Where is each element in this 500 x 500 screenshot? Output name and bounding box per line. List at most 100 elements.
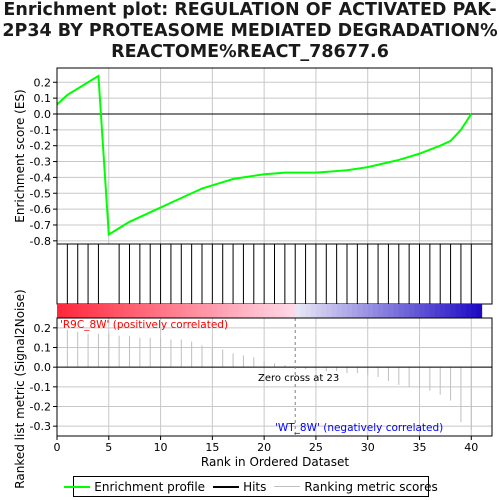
rank-gradient-cell — [264, 304, 270, 318]
rank-gradient-cell — [248, 304, 255, 318]
rank-gradient-cell — [310, 304, 317, 318]
rank-gradient-cell — [398, 304, 405, 318]
metric-xtick-label: 20 — [257, 441, 271, 454]
rank-gradient-cell — [300, 304, 307, 318]
rank-gradient-cell — [98, 304, 105, 318]
rank-gradient-cell — [176, 304, 182, 318]
rank-gradient-cell — [233, 304, 239, 318]
rank-gradient-cell — [258, 304, 265, 318]
rank-gradient-cell — [326, 304, 332, 318]
rank-gradient-cell — [207, 304, 213, 318]
metric-ytick-label: -0.3 — [30, 420, 51, 433]
rank-gradient-cell — [295, 304, 301, 318]
negative-label: 'WT_8W' (negatively correlated) — [275, 422, 443, 434]
metric-xtick-label: 5 — [105, 441, 112, 454]
rank-gradient-cell — [279, 304, 286, 318]
es-ytick-label: 0.2 — [34, 76, 52, 89]
es-ytick-label: 0.1 — [34, 92, 52, 105]
rank-gradient-cell — [57, 304, 63, 318]
rank-gradient-cell — [429, 304, 436, 318]
rank-gradient-cell — [165, 304, 172, 318]
rank-gradient-cell — [217, 304, 224, 318]
rank-gradient-cell — [170, 304, 177, 318]
legend-item-metric: Ranking metric scores — [274, 479, 438, 494]
rank-gradient-cell — [77, 304, 84, 318]
rank-gradient-cell — [139, 304, 146, 318]
rank-gradient-cell — [113, 304, 120, 318]
rank-gradient-cell — [414, 304, 420, 318]
rank-gradient-cell — [460, 304, 467, 318]
rank-gradient-cell — [445, 304, 452, 318]
rank-gradient-cell — [321, 304, 327, 318]
rank-gradient-cell — [72, 304, 79, 318]
metric-xtick-label: 15 — [205, 441, 219, 454]
es-curve — [56, 74, 473, 237]
metric-xtick-label: 0 — [54, 441, 61, 454]
rank-gradient-cell — [82, 304, 89, 318]
rank-gradient-cell — [62, 304, 68, 318]
rank-gradient-cell — [222, 304, 229, 318]
rank-gradient-cell — [129, 304, 136, 318]
title-line-1: Enrichment plot: REGULATION OF ACTIVATED… — [3, 0, 497, 20]
es-ytick-label: -0.7 — [30, 219, 51, 232]
metric-y-axis-title: Ranked list metric (Signal2Noise) — [13, 289, 27, 488]
rank-gradient-cell — [145, 304, 151, 318]
metric-ytick-label: 0.0 — [34, 361, 52, 374]
rank-gradient-cell — [134, 304, 141, 318]
x-axis-title: Rank in Ordered Dataset — [201, 455, 349, 469]
rank-gradient-cell — [160, 304, 167, 318]
rank-gradient-cell — [202, 304, 208, 318]
legend-item-hits: Hits — [213, 480, 266, 494]
rank-gradient-cell — [466, 304, 472, 318]
legend-label-enrichment: Enrichment profile — [94, 479, 206, 494]
rank-gradient-cell — [383, 304, 389, 318]
es-ytick-label: -0.8 — [30, 235, 51, 248]
rank-gradient-cell — [357, 304, 364, 318]
positive-label: 'R9C_8W' (positively correlated) — [60, 319, 228, 331]
metric-xtick-label: 25 — [309, 441, 323, 454]
rank-gradient-cell — [471, 304, 477, 318]
legend-label-metric: Ranking metric scores — [304, 479, 438, 494]
metric-frame — [56, 317, 493, 437]
rank-gradient-cell — [238, 304, 244, 318]
rank-gradient-cell — [150, 304, 156, 318]
legend-swatch-metric — [274, 486, 301, 487]
es-ytick-label: -0.5 — [30, 187, 51, 200]
legend-label-hits: Hits — [243, 479, 267, 494]
title-line-3: REACTOME%REACT_78677.6 — [111, 42, 389, 62]
rank-gradient-cell — [186, 304, 193, 318]
zero-cross-label: Zero cross at 23 — [258, 373, 339, 384]
legend-item-enrichment: Enrichment profile — [64, 480, 205, 494]
es-ytick-label: 0.0 — [34, 108, 52, 121]
metric-xtick-label: 35 — [413, 441, 427, 454]
rank-gradient-cell — [450, 304, 457, 318]
rank-gradient-cell — [290, 304, 296, 318]
rank-gradient-cell — [103, 304, 110, 318]
es-y-axis-title: Enrichment score (ES) — [13, 89, 27, 222]
rank-gradient-cell — [341, 304, 348, 318]
es-ytick-label: -0.4 — [30, 171, 51, 184]
es-ytick-label: -0.2 — [30, 140, 51, 153]
rank-gradient-cell — [155, 304, 162, 318]
rank-gradient-cell — [305, 304, 312, 318]
rank-gradient-cell — [253, 304, 260, 318]
rank-gradient-cell — [181, 304, 187, 318]
rank-gradient-cell — [435, 304, 441, 318]
metric-ytick-label: 0.1 — [34, 342, 52, 355]
rank-gradient-cell — [108, 304, 115, 318]
rank-gradient-cell — [88, 304, 94, 318]
rank-gradient-cell — [367, 304, 374, 318]
rank-gradient-cell — [336, 304, 343, 318]
es-ytick-label: -0.6 — [30, 203, 51, 216]
es-panel — [57, 68, 492, 244]
rank-gradient-cell — [315, 304, 322, 318]
legend-swatch-enrichment — [64, 485, 91, 488]
rank-gradient-cell — [119, 304, 125, 318]
rank-gradient-cell — [331, 304, 338, 318]
rank-gradient-cell — [243, 304, 250, 318]
metric-xtick-label: 40 — [464, 441, 478, 454]
rank-gradient-cell — [388, 304, 395, 318]
legend: Enrichment profile Hits Ranking metric s… — [64, 476, 438, 497]
rank-gradient-cell — [378, 304, 384, 318]
rank-gradient-cell — [196, 304, 203, 318]
